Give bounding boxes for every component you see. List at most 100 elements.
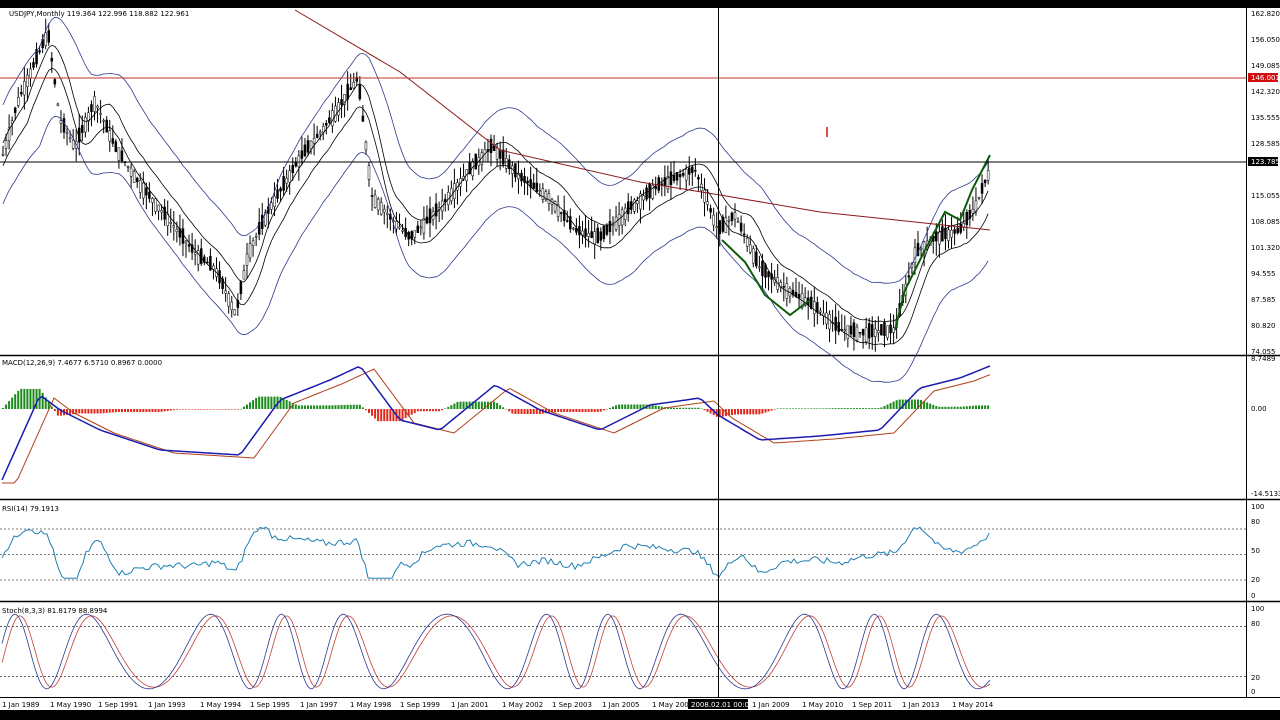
price-bar-body [880,324,883,336]
macd-histogram-bar [50,406,53,409]
macd-histogram-bar [255,397,258,409]
macd-histogram-bar [99,409,102,414]
macd-histogram-bar [822,408,825,409]
price-axis-label: 87.585 [1251,296,1276,304]
price-bar-body [541,188,545,200]
macd-histogram-bar [679,407,682,409]
macd-histogram-bar [785,408,788,409]
macd-histogram-bar [843,408,846,409]
macd-histogram-bar [633,404,636,409]
rsi-panel[interactable] [0,500,1280,601]
time-axis-label: 1 Sep 2003 [552,701,592,709]
macd-histogram-bar [346,404,349,409]
price-axis-label: 156.050 [1251,36,1280,44]
stoch-panel[interactable] [0,602,1280,698]
macd-histogram-bar [612,406,614,409]
macd-histogram-bar [910,399,913,409]
macd-histogram-bar [673,407,675,409]
macd-histogram-bar [459,401,462,409]
price-bar-body [337,102,340,116]
macd-histogram-bar [191,409,194,410]
macd-histogram-bar [740,409,743,415]
price-bar-body [886,325,889,339]
price-bar-body [160,210,163,213]
macd-histogram-bar [941,406,944,409]
price-bar-body [608,221,612,233]
macd-histogram-bar [355,404,358,409]
price-bar-body [126,166,130,168]
macd-histogram-bar [169,409,172,411]
macd-histogram-bar [371,409,374,416]
macd-histogram-bar [981,405,984,409]
stoch-axis-label: 80 [1251,620,1260,628]
price-bar-body [459,178,462,187]
macd-histogram-bar [334,405,337,409]
price-bar-body [190,244,194,253]
price-bar-body [803,297,807,306]
macd-histogram-bar [490,401,492,409]
macd-histogram-bar [557,409,560,412]
price-bar-body [855,326,859,341]
macd-histogram-bar [480,401,483,409]
macd-histogram-bar [239,408,242,410]
price-bar-body [212,265,215,270]
macd-histogram-bar [737,409,740,415]
price-bar-body [956,227,959,234]
macd-histogram-bar [810,408,813,409]
macd-panel[interactable] [0,356,1280,499]
price-bar-body [224,290,227,294]
macd-histogram-bar [978,405,980,409]
macd-histogram-bar [11,397,14,409]
stoch-main-line [1,613,991,690]
macd-histogram-bar [20,388,23,409]
price-bar-body [312,138,316,144]
time-axis-label: 1 May 1994 [200,701,242,709]
macd-histogram-bar [801,408,804,409]
macd-histogram-bar [407,409,410,417]
macd-histogram-bar [493,401,496,409]
macd-histogram-bar [590,409,593,412]
price-bar-body [343,94,346,105]
rsi-axis-label: 0 [1251,592,1255,600]
price-bar-body [196,250,200,265]
price-bar-body [315,133,319,138]
price-bar-body [178,228,182,238]
green-trend-line-down [721,239,811,317]
macd-histogram-bar [929,403,932,409]
macd-histogram-bar [700,408,703,410]
macd-histogram-bar [59,409,62,416]
macd-histogram-bar [471,401,474,409]
price-bar-body [383,209,386,213]
macd-histogram-bar [282,398,285,409]
price-bar-body [346,83,349,100]
macd-histogram-bar [233,409,236,410]
price-bar-body [425,216,429,224]
macd-histogram-bar [523,409,526,414]
price-bar-body [706,201,709,205]
macd-histogram-bar [285,399,288,409]
price-bar-body [947,229,950,241]
price-bar-body [221,278,224,289]
macd-histogram-bar [926,402,929,409]
price-bar-body [1,154,5,156]
price-bar-body [663,177,667,186]
price-bar-body [142,182,145,199]
macd-histogram-bar [721,409,724,417]
price-bar-body [986,170,990,181]
price-bar-body [193,252,197,255]
macd-histogram-bar [17,390,20,409]
price-bar-body [846,325,850,339]
macd-histogram-bar [770,409,773,411]
price-bar-body [322,126,325,133]
time-axis-label: 1 May 1998 [350,701,391,709]
price-bar-body [514,163,517,178]
price-bar-body [971,208,975,214]
price-bar-body [639,193,642,210]
macd-histogram-bar [456,401,459,409]
macd-histogram-bar [837,408,840,409]
current-price-label: 123.785 [1251,158,1280,166]
price-bar-body [959,223,962,233]
price-bar-body [962,223,965,228]
